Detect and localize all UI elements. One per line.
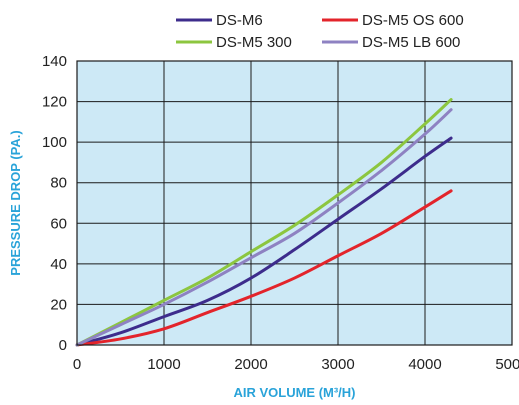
series-line-ds-m5-lb-600 [75,108,453,347]
y-tick-label: 0 [59,337,67,354]
legend-label: DS-M6 [216,12,263,29]
legend-item-ds-m6: DS-M6 [176,12,263,29]
x-tick-label: 5000 [495,356,519,373]
y-tick-label: 40 [50,256,67,273]
legend-item-ds-m5-lb-600: DS-M5 LB 600 [322,34,460,51]
series-line-ds-m5-os-600 [75,189,453,347]
y-tick-label: 120 [42,94,67,111]
plot-background [77,61,512,345]
legend-item-ds-m5-os-600: DS-M5 OS 600 [322,12,464,29]
series-line-ds-m5-300 [75,98,453,347]
legend-label: DS-M5 300 [216,34,292,51]
legend: DS-M6 DS-M5 OS 600 DS-M5 300 DS-M5 LB 600 [176,12,464,51]
y-tick-label: 80 [50,175,67,192]
y-tick-label: 140 [42,53,67,70]
y-tick-label: 100 [42,134,67,151]
x-axis-ticks: 0 1000 2000 3000 4000 5000 [73,356,519,373]
y-axis-ticks: 0 20 40 60 80 100 120 140 [42,53,67,354]
legend-label: DS-M5 LB 600 [362,34,460,51]
series-layer [75,98,453,347]
plot-frame [76,60,513,346]
x-tick-label: 4000 [408,356,441,373]
series-line-ds-m6 [75,136,453,347]
x-tick-label: 3000 [321,356,354,373]
x-tick-label: 2000 [234,356,267,373]
legend-label: DS-M5 OS 600 [362,12,464,29]
x-axis-title: AIR VOLUME (M³/H) [233,385,355,400]
legend-item-ds-m5-300: DS-M5 300 [176,34,292,51]
y-tick-label: 20 [50,296,67,313]
x-tick-label: 0 [73,356,81,373]
y-axis-title: PRESSURE DROP (PA.) [8,130,23,275]
x-tick-label: 1000 [147,356,180,373]
y-tick-label: 60 [50,215,67,232]
